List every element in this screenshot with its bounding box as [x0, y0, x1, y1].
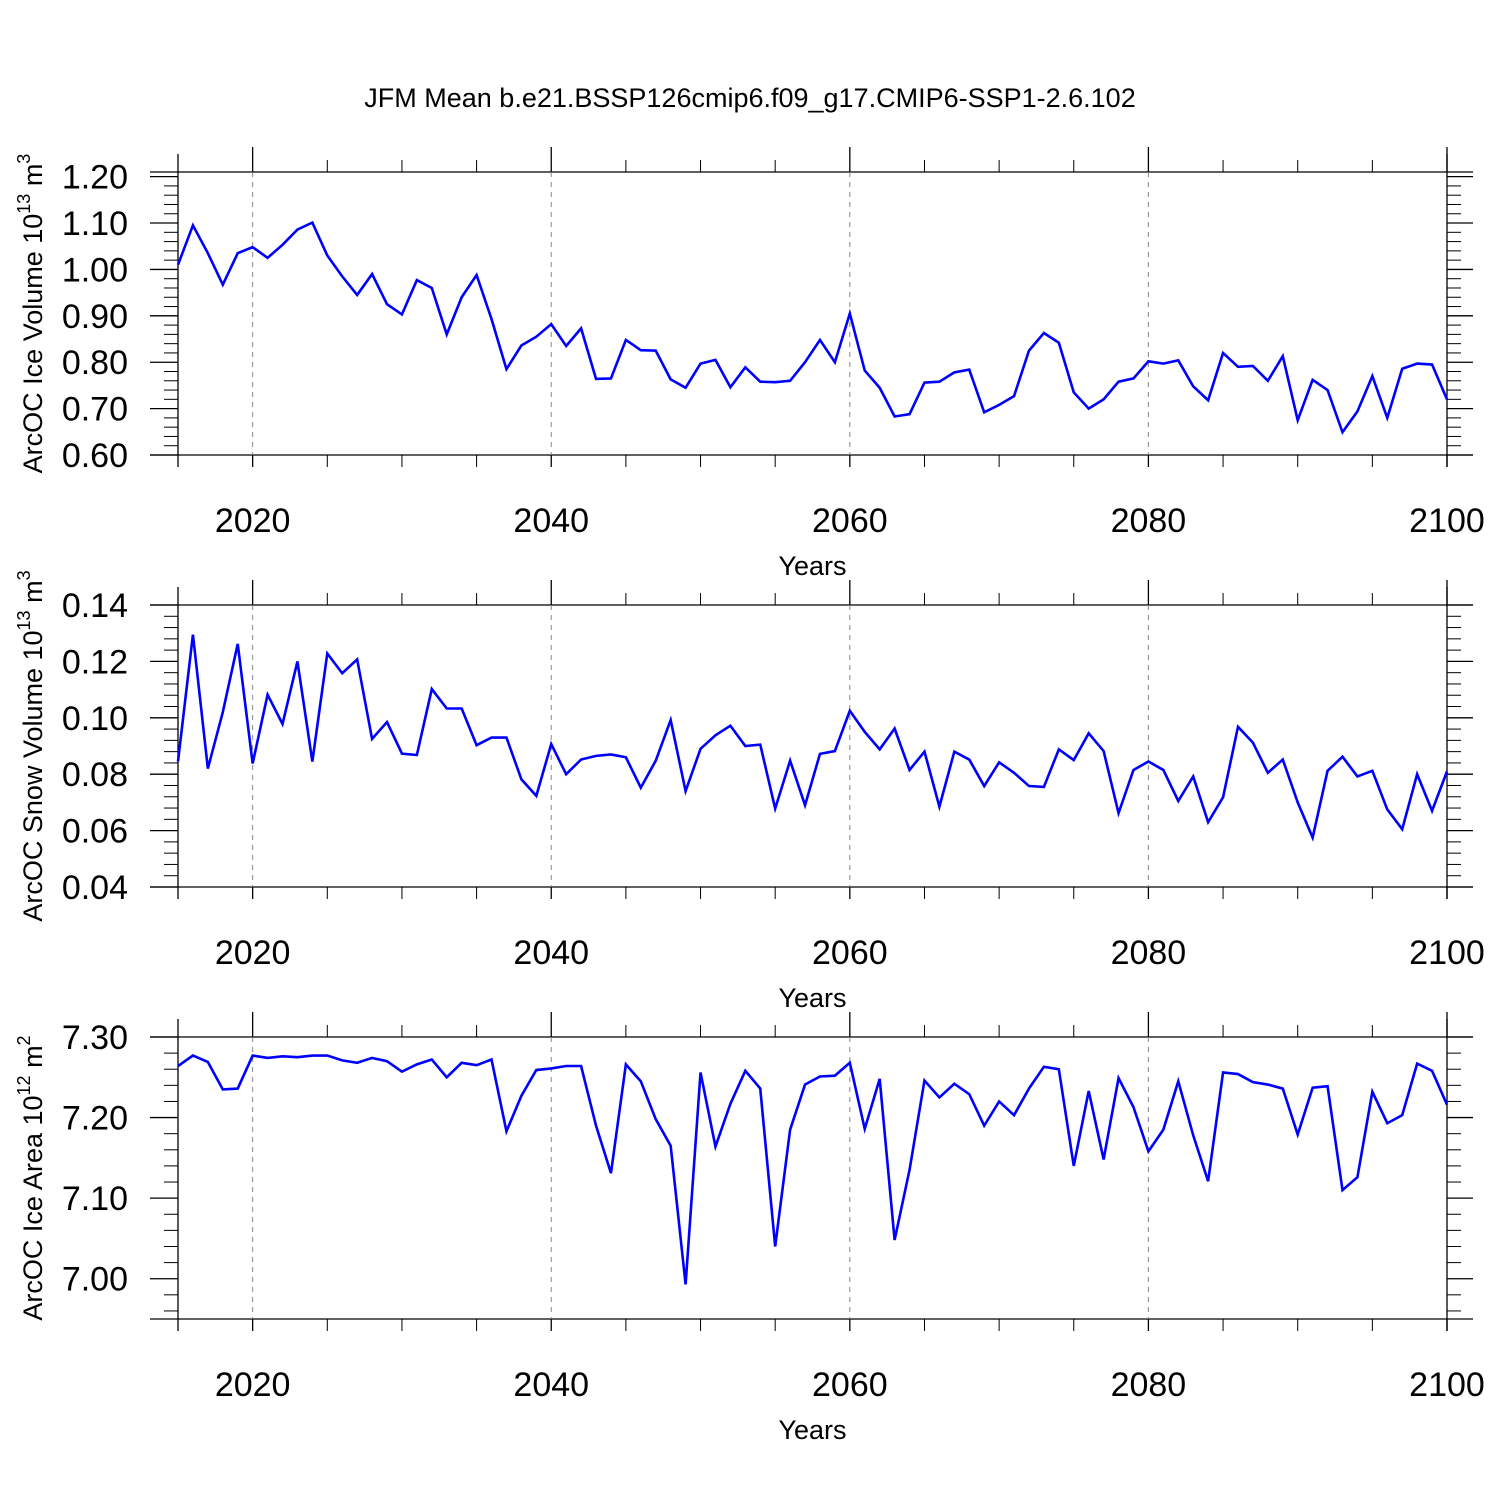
- y-axis-label: ArcOC Ice Area 1012 m2: [14, 1035, 48, 1320]
- x-tick-label: 2020: [215, 934, 291, 972]
- y-tick-label: 7.10: [62, 1180, 128, 1218]
- x-tick-label: 2100: [1409, 934, 1485, 972]
- x-tick-label: 2060: [812, 934, 888, 972]
- y-tick-label: 0.90: [62, 298, 128, 336]
- x-tick-label: 2020: [215, 502, 291, 540]
- x-axis-label: Years: [778, 1415, 846, 1445]
- x-tick-label: 2080: [1111, 1366, 1187, 1404]
- x-tick-label: 2060: [812, 1366, 888, 1404]
- y-tick-label: 0.80: [62, 344, 128, 382]
- y-tick-label: 0.08: [62, 756, 128, 794]
- series-line-ice-volume: [176, 220, 1449, 436]
- x-tick-label: 2040: [513, 934, 589, 972]
- y-tick-label: 0.04: [62, 869, 128, 907]
- y-tick-label: 7.30: [62, 1019, 128, 1057]
- series-line-snow-volume: [176, 634, 1449, 842]
- series-line-ice-area: [177, 1054, 1449, 1285]
- x-tick-label: 2040: [513, 1366, 589, 1404]
- chart-title: JFM Mean b.e21.BSSP126cmip6.f09_g17.CMIP…: [364, 83, 1135, 113]
- panel-snow-volume: 2020 2040 2060 2080 2100 0.04 0.06 0.08 0.10 0.12…: [14, 570, 1485, 1013]
- x-tick-label: 2020: [215, 1366, 291, 1404]
- panel-ice-volume: 2020 2040 2060 2080 2100 0.60 0.70 0.80 0.90 1.00…: [14, 147, 1485, 581]
- y-tick-label: 7.00: [62, 1261, 128, 1299]
- x-tick-label: 2080: [1111, 502, 1187, 540]
- x-tick-label: 2080: [1111, 934, 1187, 972]
- y-tick-label: 1.20: [62, 159, 128, 197]
- x-tick-label: 2040: [513, 502, 589, 540]
- y-tick-label: 0.70: [62, 391, 128, 429]
- y-tick-label: 0.12: [62, 643, 128, 681]
- y-tick-label: 0.10: [62, 700, 128, 738]
- x-tick-label: 2060: [812, 502, 888, 540]
- y-tick-label: 0.06: [62, 813, 128, 851]
- y-tick-label: 1.00: [62, 251, 128, 289]
- y-axis-label: ArcOC Snow Volume 1013 m3: [14, 570, 48, 921]
- y-tick-label: 0.14: [62, 587, 128, 625]
- y-tick-label: 0.60: [62, 437, 128, 475]
- y-axis-label: ArcOC Ice Volume 1013 m3: [14, 154, 48, 474]
- y-tick-label: 1.10: [62, 205, 128, 243]
- y-tick-label: 7.20: [62, 1100, 128, 1138]
- x-axis-label: Years: [778, 551, 846, 581]
- x-axis-label: Years: [778, 983, 846, 1013]
- panel-ice-area: 2020 2040 2060 2080 2100 7.00 7.10 7.20 7.30 Year…: [14, 1012, 1485, 1445]
- x-tick-label: 2100: [1409, 502, 1485, 540]
- x-tick-label: 2100: [1409, 1366, 1485, 1404]
